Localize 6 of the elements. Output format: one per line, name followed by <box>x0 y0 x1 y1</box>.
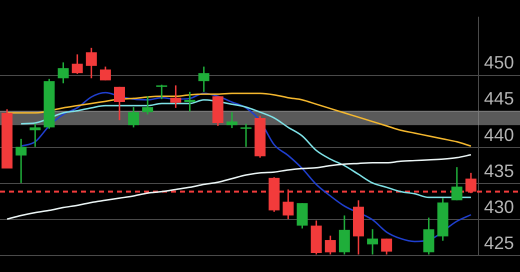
y-tick-label: 445 <box>484 88 514 109</box>
y-tick-label: 440 <box>484 124 514 145</box>
y-tick-label: 430 <box>484 197 514 218</box>
y-tick-label: 425 <box>484 233 514 254</box>
y-tick-label: 435 <box>484 160 514 181</box>
y-tick-label: 450 <box>484 52 514 73</box>
